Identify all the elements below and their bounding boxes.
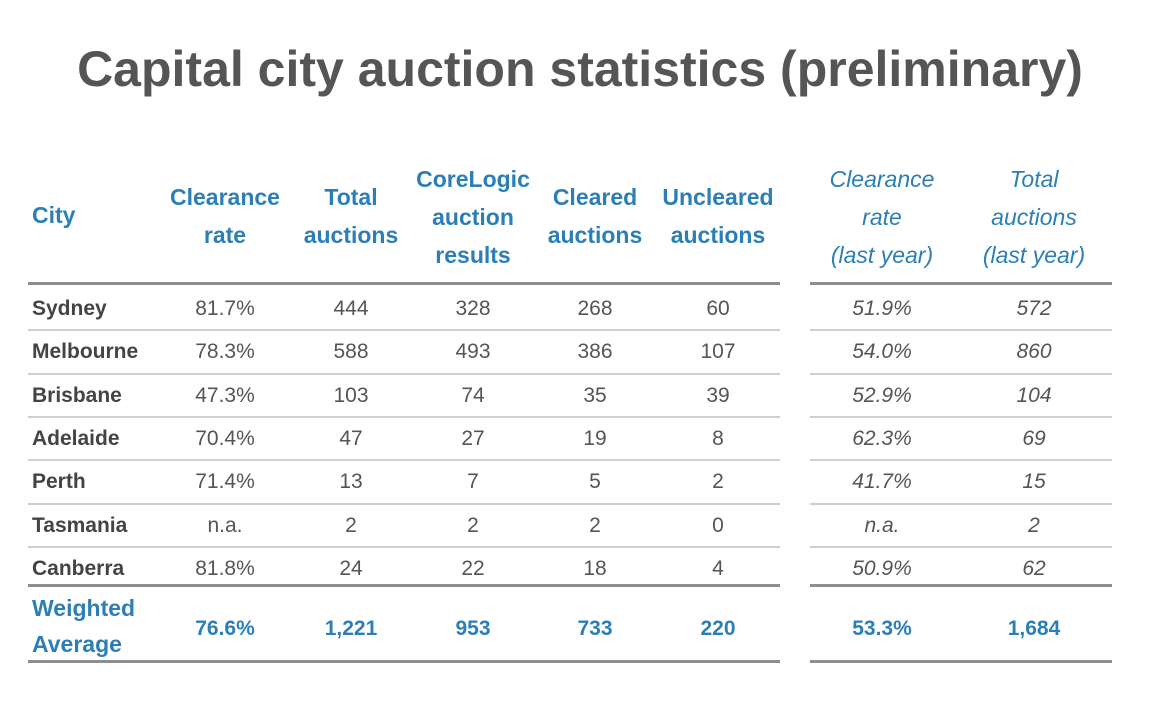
- cell-total-auctions: 2: [345, 513, 357, 537]
- cell-uncleared-auctions: 60: [706, 297, 730, 320]
- average-total-auctions: 1,221: [324, 617, 378, 640]
- row-divider-right: [810, 459, 1112, 462]
- table-row: Tasmania n.a. 2 2 2 0 n.a. 2: [0, 504, 1160, 547]
- weighted-average-label: Weighted Average: [32, 595, 136, 657]
- cell-city: Brisbane: [32, 383, 122, 407]
- cell-corelogic-results: 7: [467, 470, 479, 494]
- cell-uncleared-auctions: 2: [712, 470, 724, 494]
- cell-uncleared-auctions: 4: [712, 556, 724, 580]
- cell-clearance-rate-last-year: 52.9%: [852, 383, 912, 407]
- cell-cleared-auctions: 19: [583, 426, 607, 450]
- cell-clearance-rate-last-year: 62.3%: [852, 426, 912, 450]
- average-clearance-rate-last-year: 53.3%: [852, 617, 912, 640]
- table-row: Perth 71.4% 13 7 5 2 41.7% 15: [0, 460, 1160, 503]
- average-clearance-rate: 76.6%: [195, 617, 255, 640]
- cell-clearance-rate: 70.4%: [195, 426, 255, 450]
- cell-corelogic-results: 22: [461, 556, 485, 580]
- cell-uncleared-auctions: 8: [712, 426, 724, 450]
- cell-uncleared-auctions: 39: [706, 383, 730, 407]
- cell-total-auctions: 47: [339, 426, 363, 450]
- table-row: Sydney 81.7% 444 328 268 60 51.9% 572: [0, 287, 1160, 330]
- table-row: Adelaide 70.4% 47 27 19 8 62.3% 69: [0, 417, 1160, 460]
- cell-clearance-rate-last-year: 51.9%: [852, 297, 912, 320]
- cell-corelogic-results: 74: [461, 383, 485, 407]
- cell-cleared-auctions: 2: [589, 513, 601, 537]
- cell-total-auctions: 588: [333, 340, 369, 364]
- header-total-auctions-last-year: Total auctions (last year): [982, 166, 1086, 268]
- cell-total-auctions-last-year: 15: [1022, 470, 1046, 494]
- table-row: Canberra 81.8% 24 22 18 4 50.9% 62: [0, 547, 1160, 590]
- row-divider-right: [810, 545, 1112, 548]
- average-rule-right: [810, 584, 1112, 587]
- cell-total-auctions-last-year: 69: [1022, 426, 1046, 450]
- cell-total-auctions-last-year: 62: [1022, 556, 1046, 580]
- header-city: City: [32, 202, 76, 228]
- average-uncleared-auctions: 220: [700, 617, 736, 640]
- header-total-auctions: Total auctions: [303, 184, 399, 248]
- cell-total-auctions-last-year: 104: [1016, 383, 1052, 407]
- row-divider-left: [28, 372, 780, 375]
- cell-corelogic-results: 2: [467, 513, 479, 537]
- cell-uncleared-auctions: 107: [700, 340, 736, 364]
- cell-clearance-rate: 81.7%: [195, 297, 255, 320]
- page-title: Capital city auction statistics (prelimi…: [77, 41, 1083, 97]
- average-total-auctions-last-year: 1,684: [1007, 617, 1061, 640]
- cell-clearance-rate-last-year: 50.9%: [852, 556, 912, 580]
- cell-corelogic-results: 27: [461, 426, 485, 450]
- cell-cleared-auctions: 18: [583, 556, 607, 580]
- weighted-average-row: 76.6% 1,221 953 733 220 53.3% 1,684: [0, 607, 1160, 650]
- cell-corelogic-results: 493: [455, 340, 491, 364]
- cell-city: Perth: [32, 470, 86, 494]
- row-divider-left: [28, 545, 780, 548]
- cell-city: Sydney: [32, 297, 107, 320]
- average-rule-left: [28, 584, 780, 587]
- row-divider-left: [28, 329, 780, 332]
- cell-cleared-auctions: 386: [577, 340, 613, 364]
- header-rule-left: [28, 282, 780, 285]
- row-divider-right: [810, 329, 1112, 332]
- row-divider-left: [28, 502, 780, 505]
- cell-cleared-auctions: 268: [577, 297, 613, 320]
- header-clearance-rate-last-year: Clearance rate (last year): [829, 166, 935, 268]
- cell-clearance-rate: n.a.: [207, 513, 243, 537]
- row-divider-left: [28, 415, 780, 418]
- cell-clearance-rate-last-year: n.a.: [864, 513, 900, 537]
- cell-total-auctions: 444: [333, 297, 369, 320]
- table-row: Brisbane 47.3% 103 74 35 39 52.9% 104: [0, 374, 1160, 417]
- cell-total-auctions-last-year: 572: [1016, 297, 1052, 320]
- row-divider-left: [28, 459, 780, 462]
- cell-cleared-auctions: 5: [589, 470, 601, 494]
- average-corelogic-results: 953: [455, 617, 491, 640]
- header-cleared-auctions: Cleared auctions: [547, 184, 643, 248]
- header-uncleared-auctions: Uncleared auctions: [662, 184, 774, 248]
- cell-corelogic-results: 328: [455, 297, 491, 320]
- header-corelogic-results: CoreLogic auction results: [416, 166, 530, 268]
- row-divider-right: [810, 372, 1112, 375]
- bottom-rule-right: [810, 660, 1112, 663]
- cell-clearance-rate: 81.8%: [195, 556, 255, 580]
- cell-city: Tasmania: [32, 513, 128, 537]
- header-rule-right: [810, 282, 1112, 285]
- bottom-rule-left: [28, 660, 780, 663]
- cell-city: Canberra: [32, 556, 125, 580]
- row-divider-right: [810, 502, 1112, 505]
- cell-clearance-rate: 71.4%: [195, 470, 255, 494]
- header-clearance-rate: Clearance rate: [170, 184, 280, 248]
- cell-clearance-rate-last-year: 54.0%: [852, 340, 912, 364]
- cell-uncleared-auctions: 0: [712, 513, 724, 537]
- cell-clearance-rate: 47.3%: [195, 383, 255, 407]
- table-row: Melbourne 78.3% 588 493 386 107 54.0% 860: [0, 330, 1160, 373]
- average-cleared-auctions: 733: [577, 617, 613, 640]
- cell-cleared-auctions: 35: [583, 383, 607, 407]
- cell-total-auctions: 24: [339, 556, 363, 580]
- cell-total-auctions-last-year: 2: [1028, 513, 1040, 537]
- cell-clearance-rate-last-year: 41.7%: [852, 470, 912, 494]
- cell-city: Melbourne: [32, 340, 139, 364]
- cell-total-auctions: 103: [333, 383, 369, 407]
- row-divider-right: [810, 415, 1112, 418]
- cell-city: Adelaide: [32, 426, 120, 450]
- cell-clearance-rate: 78.3%: [195, 340, 255, 364]
- cell-total-auctions-last-year: 860: [1016, 340, 1052, 364]
- cell-total-auctions: 13: [339, 470, 363, 494]
